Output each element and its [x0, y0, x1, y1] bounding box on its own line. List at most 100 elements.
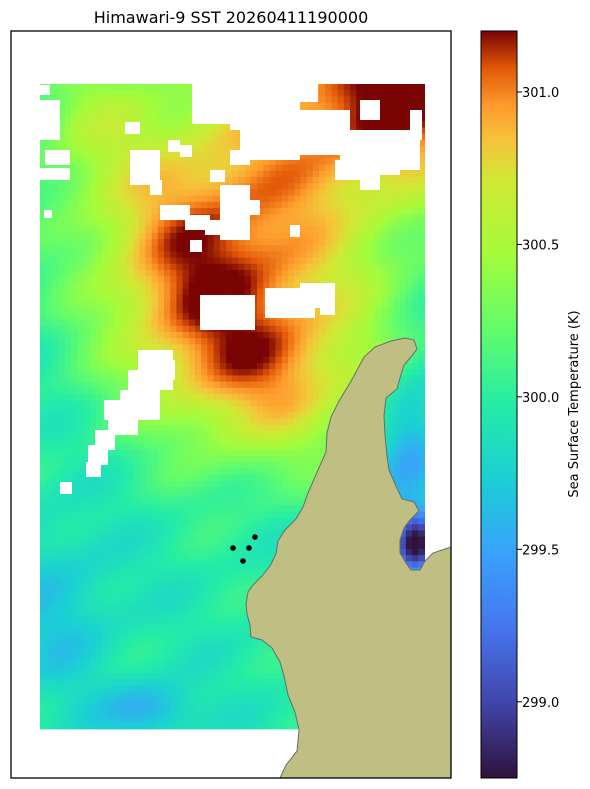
sst-cell — [89, 294, 97, 302]
sst-cell — [64, 189, 72, 197]
sst-cell — [226, 480, 233, 488]
sst-cell — [337, 226, 345, 234]
sst-cell — [250, 431, 258, 438]
sst-cell — [232, 511, 239, 519]
sst-cell — [399, 319, 407, 327]
sst-cell — [52, 412, 60, 420]
sst-cell — [374, 226, 382, 234]
sst-cell — [157, 288, 165, 296]
sst-cell — [114, 369, 122, 376]
sst-cell — [312, 276, 320, 283]
sst-cell — [213, 511, 221, 519]
sst-cell — [176, 96, 184, 104]
sst-cell — [281, 437, 289, 445]
sst-cell — [207, 363, 215, 370]
sst-cell — [145, 257, 153, 265]
sst-cell — [58, 183, 66, 190]
sst-cell — [399, 251, 407, 259]
sst-cell — [95, 282, 103, 290]
sst-cell — [250, 177, 258, 184]
sst-cell — [71, 139, 78, 147]
sst-cell — [213, 363, 221, 370]
sst-cell — [418, 511, 425, 519]
sst-cell — [393, 400, 401, 407]
sst-cell — [102, 251, 109, 259]
sst-cell — [257, 201, 264, 209]
sst-cell — [157, 493, 165, 500]
sst-cell — [257, 542, 264, 550]
sst-cell — [207, 406, 215, 414]
sst-cell — [337, 102, 345, 110]
sst-cell — [120, 270, 128, 277]
sst-cell — [207, 580, 215, 587]
sst-cell — [399, 276, 407, 283]
sst-cell — [269, 474, 277, 482]
sst-cell — [226, 425, 233, 432]
sst-cell — [188, 487, 196, 494]
sst-cell — [102, 468, 109, 476]
sst-cell — [108, 245, 115, 252]
sst-cell — [114, 480, 122, 488]
sst-cell — [405, 394, 413, 401]
sst-cell — [405, 412, 413, 420]
sst-cell — [207, 468, 215, 476]
sst-cell — [114, 189, 122, 197]
sst-cell — [195, 505, 202, 513]
sst-cell — [306, 214, 314, 221]
sst-cell — [102, 96, 109, 104]
sst-cell — [387, 183, 394, 190]
sst-cell — [58, 555, 66, 562]
sst-cell — [77, 474, 84, 482]
sst-cell — [263, 208, 270, 215]
sst-cell — [319, 164, 326, 172]
sst-cell — [213, 394, 221, 401]
sst-cell — [188, 549, 196, 556]
sst-cell — [120, 375, 128, 383]
sst-cell — [387, 245, 394, 252]
sst-cell — [281, 170, 289, 178]
sst-cell — [83, 400, 91, 407]
sst-cell — [89, 487, 97, 494]
sst-cell — [145, 195, 153, 203]
sst-cell — [46, 573, 53, 581]
sst-cell — [145, 270, 153, 277]
sst-cell — [219, 158, 227, 166]
sst-cell — [368, 332, 376, 339]
sst-cell — [182, 294, 190, 302]
sst-cell — [145, 294, 153, 302]
sst-cell — [102, 499, 109, 507]
sst-cell — [83, 158, 91, 166]
sst-cell — [294, 239, 301, 246]
sst-cell — [83, 226, 91, 234]
sst-cell — [281, 239, 289, 246]
sst-cell — [219, 530, 227, 538]
sst-cell — [381, 115, 388, 122]
sst-cell — [405, 115, 413, 122]
sst-cell — [195, 487, 202, 494]
sst-cell — [412, 555, 419, 562]
sst-cell — [170, 288, 177, 296]
sst-cell — [40, 301, 47, 308]
sst-cell — [164, 418, 171, 426]
sst-cell — [412, 561, 419, 569]
sst-cell — [151, 555, 159, 562]
sst-cell — [83, 263, 91, 271]
sst-cell — [412, 263, 419, 271]
sst-cell — [188, 127, 196, 135]
sst-cell — [83, 350, 91, 358]
sst-cell — [188, 499, 196, 507]
sst-cell — [176, 530, 184, 538]
sst-cell — [151, 282, 159, 290]
sst-cell — [300, 226, 308, 234]
sst-cell — [356, 356, 363, 364]
sst-cell — [288, 356, 295, 364]
sst-cell — [343, 313, 351, 321]
sst-cell — [170, 511, 177, 519]
sst-cell — [393, 90, 401, 97]
sst-cell — [226, 524, 233, 531]
sst-cell — [201, 164, 208, 172]
sst-cell — [52, 511, 60, 519]
sst-cell — [300, 493, 308, 500]
sst-cell — [387, 102, 394, 110]
sst-cell — [331, 332, 339, 339]
